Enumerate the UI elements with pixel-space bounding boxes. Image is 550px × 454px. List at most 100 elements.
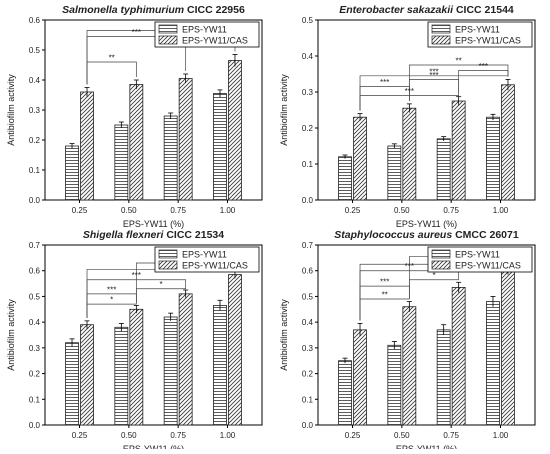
bar [353,116,367,201]
significance-bracket [359,93,460,111]
chart-title-strain: CICC 21534 [163,229,224,241]
y-tick-label: 0.3 [302,344,314,353]
y-tick-label: 0.6 [302,267,314,276]
y-tick-label: 0.6 [29,267,41,276]
chart-title: Shigella flexneri CICC 21534 [83,229,224,241]
x-axis-label: EPS-YW11 (%) [123,219,184,229]
legend-label: EPS-YW11/CAS [455,261,521,271]
legend-swatch [158,260,178,270]
significance-bracket [86,302,137,318]
x-tick-label: 0.75 [170,431,186,440]
x-tick-label: 1.00 [220,206,236,215]
chart-title-strain: CMCC 26071 [452,229,519,241]
plot-frame [44,244,263,426]
significance-bracket [359,75,509,111]
y-tick-label: 0.7 [29,241,41,250]
bar [228,60,242,201]
x-tick-label: 1.00 [220,431,236,440]
significance-bracket [359,86,410,111]
x-tick-label: 0.50 [121,206,137,215]
x-tick-label: 0.25 [72,431,88,440]
x-tick-label: 0.75 [170,206,186,215]
legend-label: EPS-YW11 [455,25,500,35]
y-axis-label: Antibiofilm activity [279,299,289,371]
chart-panel-4: Staphylococcus aureus CMCC 26071 0.0 0.1 0.… [279,229,536,454]
x-axis-label: EPS-YW11 (%) [396,219,457,229]
y-tick-label: 0.2 [302,370,314,379]
legend-swatch [431,35,451,45]
x-tick-label: 0.25 [72,206,88,215]
significance-bracket [458,70,509,94]
bar [129,308,144,426]
x-tick-label: 0.75 [443,206,459,215]
significance-label: * [110,296,113,305]
bar [178,293,193,426]
bar [501,84,515,201]
y-tick-label: 0.2 [29,136,41,145]
y-tick-label: 0.3 [29,106,41,115]
y-tick-label: 0.4 [302,52,314,61]
y-tick-label: 0.1 [302,395,314,404]
bar [486,301,500,426]
significance-label: *** [380,78,389,87]
y-tick-label: 0.5 [302,16,314,25]
significance-label: * [432,271,435,280]
y-tick-label: 0.1 [29,395,41,404]
y-tick-label: 0.4 [29,76,41,85]
significance-bracket [408,279,460,299]
legend-swatch [158,35,178,45]
y-tick-label: 0.4 [29,318,41,327]
plot-frame [317,244,536,426]
x-tick-label: 1.00 [493,431,509,440]
x-tick-label: 0.50 [394,431,410,440]
significance-label: *** [132,271,141,280]
y-tick-label: 0.1 [29,166,41,175]
y-tick-label: 0.6 [29,16,41,25]
legend-label: EPS-YW11 [182,25,227,35]
y-tick-label: 0.4 [302,318,314,327]
significance-bracket [408,79,460,101]
chart-title-strain: CICC 21544 [453,4,514,16]
significance-label: *** [405,87,414,96]
bar [80,91,94,201]
legend-swatch [158,249,178,259]
bar [486,116,500,201]
chart-panel-3: Shigella flexneri CICC 21534 0.0 0.1 0.2 0.3… [6,229,263,454]
chart-title: Salmonella typhimurium CICC 22956 [62,4,245,16]
y-tick-label: 0.2 [29,370,41,379]
x-tick-label: 0.50 [394,206,410,215]
y-tick-label: 0.5 [302,292,314,301]
bar [338,360,352,426]
chart-title-organism: Staphylococcus aureus [334,229,452,241]
legend-swatch [431,260,451,270]
y-axis-label: Antibiofilm activity [6,299,16,371]
x-tick-label: 0.25 [345,206,361,215]
bar [402,107,417,201]
y-axis-label: Antibiofilm activity [279,74,289,146]
significance-label: *** [107,285,116,294]
bar [163,316,178,426]
chart-title-organism: Enterobacter sakazakii [339,4,454,16]
bar [129,84,144,201]
chart-title-organism: Shigella flexneri [83,229,165,241]
legend-label: EPS-YW11/CAS [455,36,521,46]
bar [213,305,227,426]
bar [451,287,466,426]
chart-title: Enterobacter sakazakii CICC 21544 [339,4,514,16]
significance-label: ** [456,57,462,66]
legend-label: EPS-YW11/CAS [182,36,248,46]
bar [178,78,193,201]
x-tick-label: 0.75 [443,431,459,440]
x-tick-label: 1.00 [493,206,509,215]
y-tick-label: 0.0 [29,196,41,205]
chart-panel-2: Enterobacter sakazakii CICC 21544 0.0 0.1 0… [279,4,536,229]
bar [228,274,242,426]
y-tick-label: 0.2 [302,124,314,133]
chart-title: Staphylococcus aureus CMCC 26071 [334,229,519,241]
legend-swatch [431,24,451,34]
x-axis-label: EPS-YW11 (%) [123,444,184,449]
plot-frame [317,19,536,201]
x-tick-label: 0.25 [345,431,361,440]
y-tick-label: 0.3 [302,88,314,97]
